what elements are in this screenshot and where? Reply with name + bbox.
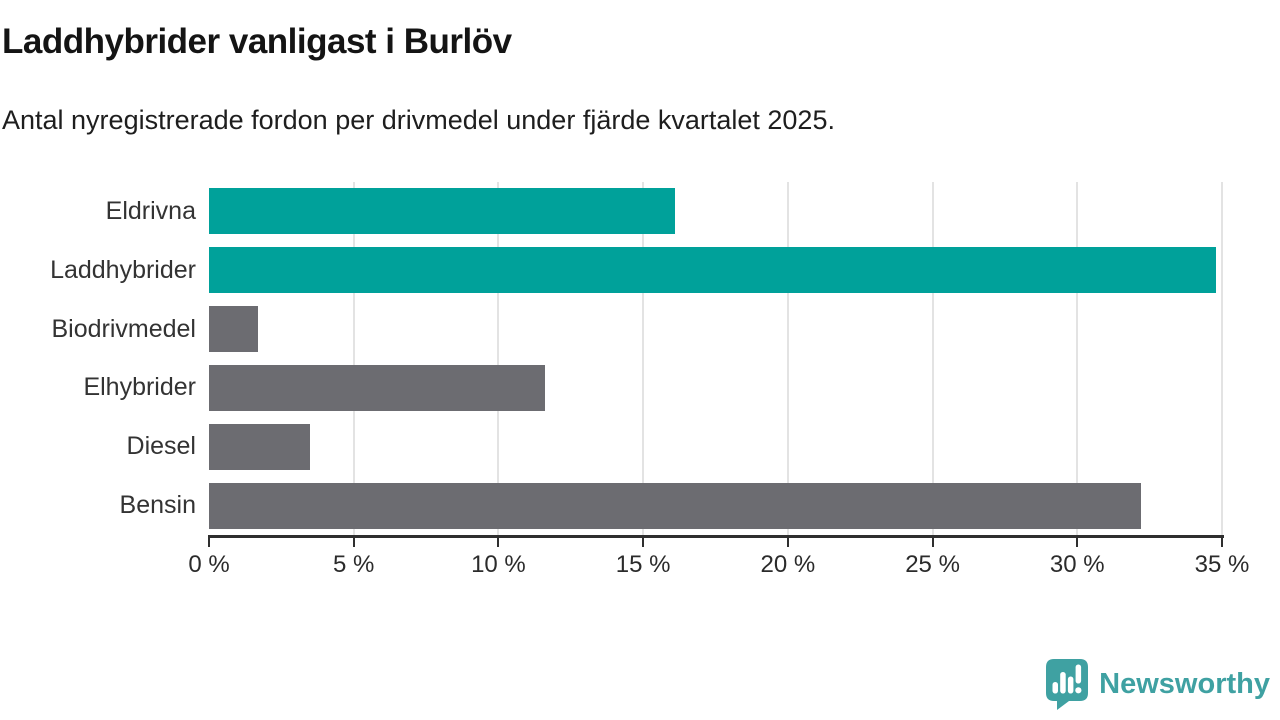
category-label-bensin: Bensin: [119, 491, 196, 520]
axis-tick: [1076, 535, 1079, 547]
bar-biodrivmedel: [209, 306, 259, 353]
axis-tick: [497, 535, 500, 547]
axis-tick: [208, 535, 210, 547]
gridline: [931, 182, 934, 535]
gridline: [786, 182, 789, 535]
axis-tick: [1221, 535, 1223, 547]
newsworthy-logo-text: Newsworthy: [1099, 667, 1270, 700]
axis-tick-label: 30 %: [1049, 551, 1105, 578]
axis-tick-label: 35 %: [1194, 551, 1250, 578]
gridline: [1076, 182, 1079, 535]
x-axis: 0 % 5 % 10 % 15 % 20 % 25 % 30 % 35 %: [188, 535, 1249, 585]
x-axis-line: [209, 535, 1224, 538]
gridline: [497, 182, 500, 535]
axis-tick-label: 15 %: [615, 551, 671, 578]
newsworthy-logo: Newsworthy: [1044, 658, 1270, 710]
axis-tick-label: 5 %: [333, 551, 375, 578]
bar-chart: Eldrivna Laddhybrider Biodrivmedel Elhybrid…: [0, 182, 1249, 578]
axis-tick: [352, 535, 355, 547]
bar-diesel: [209, 423, 311, 470]
chart-subtitle: Antal nyregistrerade fordon per drivmede…: [2, 105, 835, 135]
category-labels: Eldrivna Laddhybrider Biodrivmedel Elhybrid…: [0, 182, 196, 535]
gridline: [1221, 182, 1223, 535]
axis-tick: [642, 535, 645, 547]
axis-tick-label: 25 %: [905, 551, 960, 578]
axis-tick-label: 0 %: [188, 551, 230, 578]
bar-laddhybrider: [209, 247, 1217, 294]
bar-bensin: [209, 482, 1141, 529]
gridline: [352, 182, 355, 535]
gridline: [642, 182, 645, 535]
category-label-diesel: Diesel: [126, 432, 196, 461]
category-label-biodrivmedel: Biodrivmedel: [51, 314, 196, 343]
axis-tick: [786, 535, 789, 547]
axis-tick: [931, 535, 934, 547]
axis-tick-label: 10 %: [471, 551, 526, 578]
bar-elhybrider: [209, 364, 545, 411]
bar-eldrivna: [209, 188, 675, 235]
category-label-laddhybrider: Laddhybrider: [50, 255, 196, 284]
axis-tick-label: 20 %: [760, 551, 816, 578]
speech-bubble-bar-chart-icon: [1046, 659, 1089, 710]
chart-title: Laddhybrider vanligast i Burlöv: [2, 22, 512, 61]
plot-area: [209, 182, 1223, 535]
category-label-eldrivna: Eldrivna: [105, 196, 196, 225]
category-label-elhybrider: Elhybrider: [83, 373, 196, 402]
